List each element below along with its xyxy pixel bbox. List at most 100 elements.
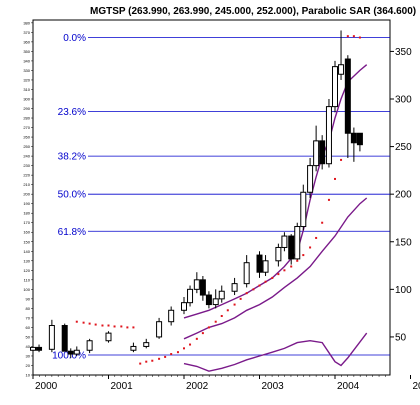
sar-dot	[328, 199, 330, 201]
x-tick-label: 2001	[111, 381, 134, 392]
left-tick-label: 320	[23, 77, 30, 82]
x-tick-label: 2003	[262, 381, 285, 392]
sar-dot	[83, 322, 85, 324]
left-tick-label: 340	[23, 58, 30, 63]
candle-body	[326, 107, 331, 164]
candle-body	[308, 166, 313, 193]
fib-label: 61.8%	[58, 227, 86, 238]
sar-dot	[227, 309, 229, 311]
sar-dot	[114, 325, 116, 327]
x-tick-label: 2002	[186, 381, 209, 392]
sar-dot	[132, 326, 134, 328]
sar-dot	[359, 37, 361, 39]
candle-body	[333, 67, 338, 107]
left-tick-label: 250	[23, 144, 30, 149]
candle-body	[257, 255, 262, 272]
x-tick-label: 2005	[413, 381, 420, 392]
sar-dot	[221, 315, 223, 317]
left-tick-label: 170	[23, 220, 30, 225]
candle-body	[219, 291, 224, 299]
sar-dot	[347, 35, 349, 37]
sar-dot	[164, 356, 166, 358]
candle-body	[244, 263, 249, 284]
left-tick-label: 150	[23, 239, 30, 244]
candle-body	[182, 303, 187, 311]
left-tick-label: 240	[23, 154, 30, 159]
candle-body	[194, 280, 199, 290]
chart-title: MGTSP (263.990, 263.990, 245.000, 252.00…	[90, 6, 416, 17]
left-tick-label: 30	[26, 353, 31, 358]
sar-dot	[139, 363, 141, 365]
sar-dot	[202, 332, 204, 334]
sar-dot	[158, 358, 160, 360]
candle-body	[295, 227, 300, 259]
left-tick-label: 60	[26, 325, 31, 330]
sar-dot	[265, 281, 267, 283]
left-tick-label: 200	[23, 192, 30, 197]
candle-body	[68, 351, 73, 354]
sar-dot	[101, 325, 103, 327]
fib-label: 50.0%	[58, 190, 86, 201]
sar-dot	[108, 325, 110, 327]
candle-body	[213, 299, 218, 305]
left-tick-label: 50	[26, 334, 31, 339]
candle-body	[74, 350, 79, 354]
left-tick-label: 220	[23, 173, 30, 178]
sar-dot	[95, 324, 97, 326]
sar-dot	[215, 321, 217, 323]
candle-body	[37, 347, 42, 350]
sar-dot	[126, 326, 128, 328]
left-tick-label: 130	[23, 258, 30, 263]
bottom-indicator-line	[184, 333, 367, 371]
fib-label: 38.2%	[58, 152, 86, 163]
right-tick-label: 150	[395, 237, 412, 248]
left-tick-label: 160	[23, 230, 30, 235]
left-tick-label: 360	[23, 39, 30, 44]
sar-dot	[151, 360, 153, 362]
sar-dot	[189, 344, 191, 346]
fib-label: 0.0%	[63, 33, 86, 44]
left-tick-label: 330	[23, 68, 30, 73]
candle-body	[200, 280, 205, 295]
left-tick-label: 310	[23, 87, 30, 92]
sar-dot	[315, 237, 317, 239]
candle-body	[289, 236, 294, 259]
candle-body	[31, 347, 36, 350]
left-tick-label: 80	[26, 306, 31, 311]
sar-dot	[309, 246, 311, 248]
sar-dot	[302, 254, 304, 256]
sar-dot	[145, 361, 147, 363]
fib-label: 23.6%	[58, 107, 86, 118]
candle-body	[62, 326, 67, 352]
candle-body	[314, 141, 319, 166]
sar-dot	[234, 304, 236, 306]
left-tick-label: 350	[23, 49, 30, 54]
right-tick-label: 50	[395, 332, 407, 343]
sar-dot	[170, 353, 172, 355]
candle-body	[87, 341, 92, 351]
left-tick-label: 10	[26, 373, 31, 378]
indicator-lines	[184, 65, 367, 372]
left-tick-label: 370	[23, 30, 30, 35]
sar-dot	[196, 338, 198, 340]
parabolic-sar-dots	[76, 35, 361, 364]
left-tick-label: 120	[23, 268, 30, 273]
candle-body	[357, 133, 362, 144]
moving-average-line	[184, 65, 367, 318]
candle-body	[157, 322, 162, 337]
candle-body	[320, 141, 325, 164]
candle-body	[301, 192, 306, 226]
left-tick-label: 190	[23, 201, 30, 206]
right-tick-label: 250	[395, 142, 412, 153]
axes-group: 1020304050607080901001101201301401501601…	[23, 20, 420, 392]
left-tick-label: 300	[23, 96, 30, 101]
right-tick-label: 300	[395, 94, 412, 105]
candle-body	[49, 326, 54, 350]
sar-dot	[259, 285, 261, 287]
left-tick-label: 20	[26, 363, 31, 368]
left-tick-label: 230	[23, 163, 30, 168]
left-tick-label: 70	[26, 315, 31, 320]
sar-dot	[240, 298, 242, 300]
